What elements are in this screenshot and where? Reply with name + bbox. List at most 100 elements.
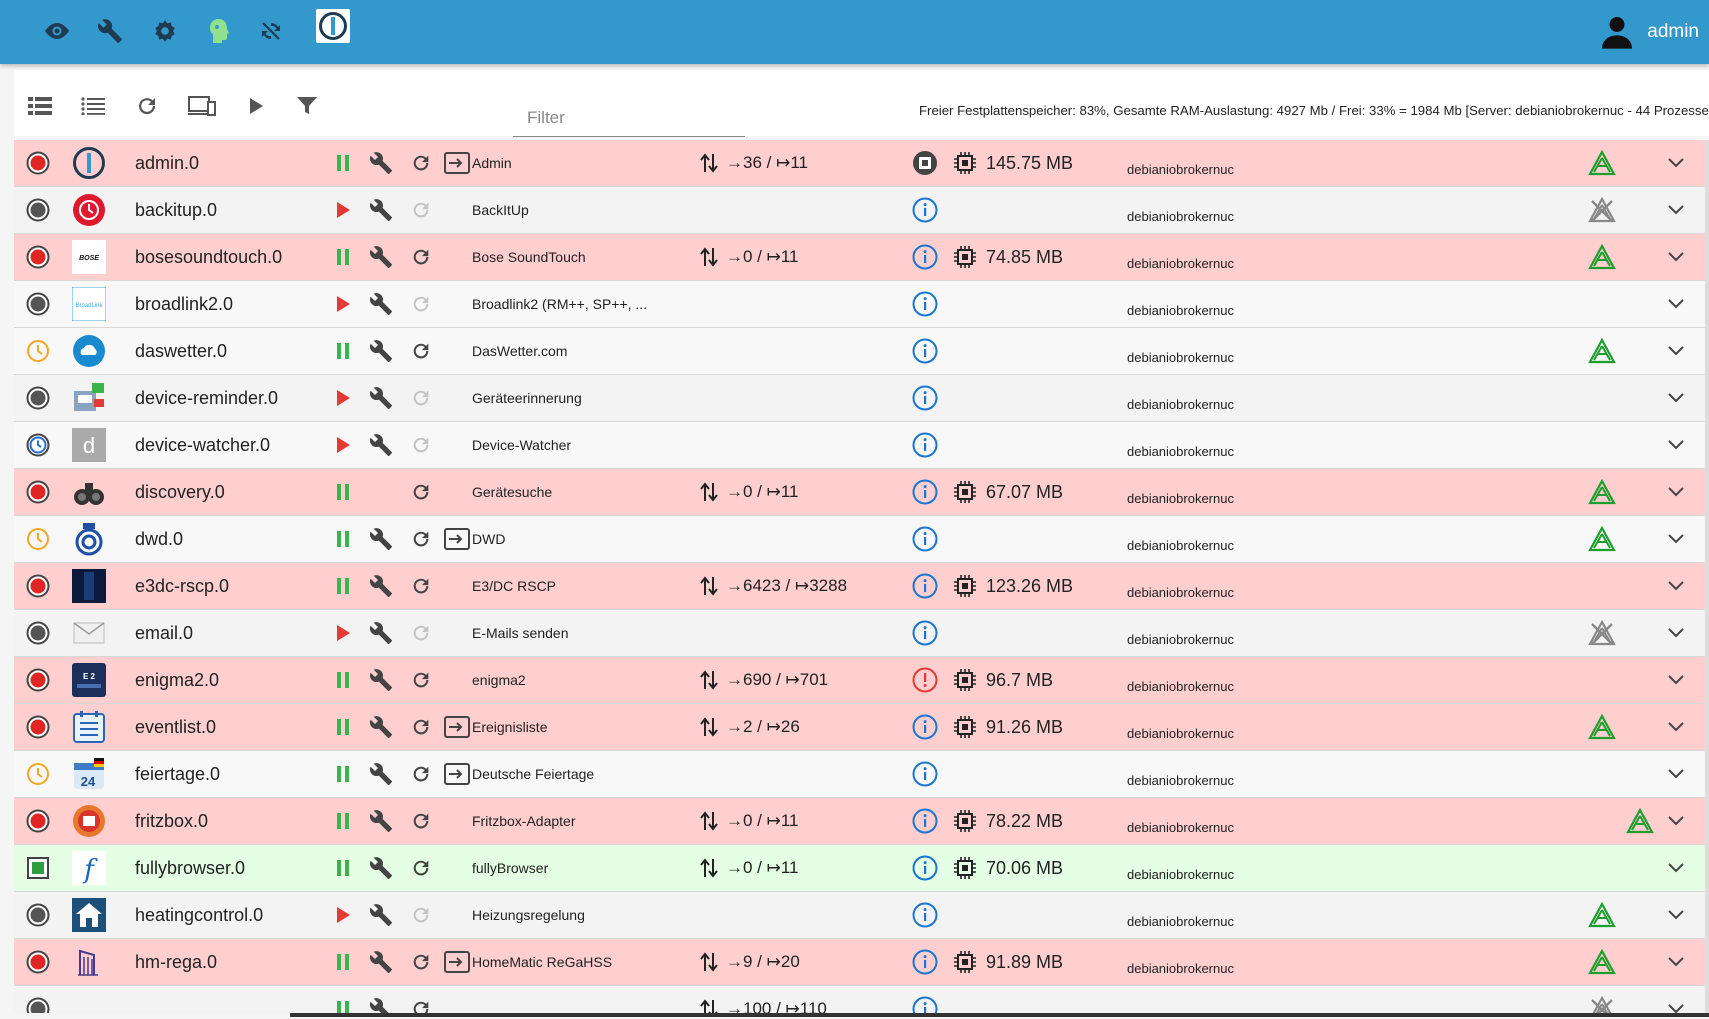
- user-menu[interactable]: admin: [1597, 10, 1699, 54]
- expand-chevron-icon[interactable]: [1661, 281, 1691, 327]
- pause-icon[interactable]: [329, 939, 357, 985]
- expand-chevron-icon[interactable]: [1661, 892, 1691, 938]
- pause-icon[interactable]: [329, 140, 357, 186]
- settings-wrench-icon[interactable]: [366, 798, 396, 844]
- play-icon[interactable]: [329, 187, 357, 233]
- expand-chevron-icon[interactable]: [1661, 328, 1691, 374]
- restart-icon[interactable]: [407, 516, 435, 562]
- expand-chevron-icon[interactable]: [1661, 563, 1691, 609]
- info-icon[interactable]: [910, 986, 940, 1013]
- instance-row[interactable]: email.0 E-Mails senden debianiobrokernuc: [14, 610, 1709, 657]
- horizontal-scrollbar[interactable]: [290, 1013, 1709, 1017]
- instance-row[interactable]: hm-rega.0 HomeMatic ReGaHSS →9 / ↦20 91.89 …: [14, 939, 1709, 986]
- devices-icon[interactable]: [188, 92, 216, 120]
- info-icon[interactable]: [910, 281, 940, 327]
- restart-icon[interactable]: [407, 563, 435, 609]
- scrollbar[interactable]: [1705, 140, 1709, 1013]
- expand-chevron-icon[interactable]: [1661, 610, 1691, 656]
- instance-row[interactable]: f fullybrowser.0 fullyBrowser →0 / ↦11 70.06…: [14, 845, 1709, 892]
- expand-chevron-icon[interactable]: [1661, 751, 1691, 797]
- iobroker-logo[interactable]: [316, 9, 350, 43]
- expand-chevron-icon[interactable]: [1661, 986, 1691, 1013]
- instance-row[interactable]: BroadLink broadlink2.0 Broadlink2 (RM++, S…: [14, 281, 1709, 328]
- info-icon[interactable]: [910, 469, 940, 515]
- info-icon[interactable]: [910, 375, 940, 421]
- pause-icon[interactable]: [329, 469, 357, 515]
- settings-wrench-icon[interactable]: [366, 939, 396, 985]
- instance-row[interactable]: fritzbox.0 Fritzbox-Adapter →0 / ↦11 78.22 …: [14, 798, 1709, 845]
- play-icon[interactable]: [329, 892, 357, 938]
- info-icon[interactable]: [910, 704, 940, 750]
- pause-icon[interactable]: [329, 234, 357, 280]
- expand-chevron-icon[interactable]: [1661, 140, 1691, 186]
- pause-icon[interactable]: [329, 563, 357, 609]
- restart-icon[interactable]: [407, 798, 435, 844]
- info-icon[interactable]: [910, 845, 940, 891]
- settings-wrench-icon[interactable]: [366, 751, 396, 797]
- instance-row[interactable]: heatingcontrol.0 Heizungsregelung debianio…: [14, 892, 1709, 939]
- instance-row[interactable]: d device-watcher.0 Device-Watcher debianiob…: [14, 422, 1709, 469]
- instance-row[interactable]: eventlist.0 Ereignisliste →2 / ↦26 91.26 MB…: [14, 704, 1709, 751]
- filter-input[interactable]: [513, 108, 759, 128]
- settings-wrench-icon[interactable]: [366, 328, 396, 374]
- gear-icon[interactable]: [148, 14, 182, 48]
- settings-wrench-icon[interactable]: [366, 704, 396, 750]
- settings-wrench-icon[interactable]: [366, 563, 396, 609]
- pause-icon[interactable]: [329, 704, 357, 750]
- expand-chevron-icon[interactable]: [1661, 657, 1691, 703]
- cpu-icon[interactable]: [910, 140, 940, 186]
- filter-field[interactable]: [513, 100, 759, 137]
- pause-icon[interactable]: [329, 986, 357, 1013]
- settings-wrench-icon[interactable]: [366, 281, 396, 327]
- expand-chevron-icon[interactable]: [1661, 939, 1691, 985]
- open-web-icon[interactable]: [442, 704, 472, 750]
- info-icon[interactable]: [910, 187, 940, 233]
- instance-row[interactable]: E 2 enigma2.0 enigma2 →690 / ↦701 96.7 MB deb…: [14, 657, 1709, 704]
- settings-wrench-icon[interactable]: [366, 892, 396, 938]
- expand-chevron-icon[interactable]: [1661, 234, 1691, 280]
- play-icon[interactable]: [329, 375, 357, 421]
- pause-icon[interactable]: [329, 798, 357, 844]
- instance-row[interactable]: admin.0 Admin →36 / ↦11 145.75 MB debianiobr…: [14, 140, 1709, 187]
- info-icon[interactable]: [910, 939, 940, 985]
- instance-row[interactable]: device-reminder.0 Geräteerinnerung debiani…: [14, 375, 1709, 422]
- info-icon[interactable]: [910, 516, 940, 562]
- info-icon[interactable]: [910, 798, 940, 844]
- expand-chevron-icon[interactable]: [1661, 516, 1691, 562]
- expand-chevron-icon[interactable]: [1661, 375, 1691, 421]
- expand-chevron-icon[interactable]: [1661, 422, 1691, 468]
- settings-wrench-icon[interactable]: [366, 234, 396, 280]
- expand-chevron-icon[interactable]: [1661, 704, 1691, 750]
- expand-chevron-icon[interactable]: [1661, 798, 1691, 844]
- pause-icon[interactable]: [329, 328, 357, 374]
- pause-icon[interactable]: [329, 657, 357, 703]
- pause-icon[interactable]: [329, 751, 357, 797]
- instance-row[interactable]: 24 feiertage.0 Deutsche Feiertage debianiob…: [14, 751, 1709, 798]
- restart-icon[interactable]: [407, 657, 435, 703]
- settings-wrench-icon[interactable]: [366, 610, 396, 656]
- settings-wrench-icon[interactable]: [366, 986, 396, 1013]
- info-icon[interactable]: [910, 892, 940, 938]
- expand-chevron-icon[interactable]: [1661, 187, 1691, 233]
- settings-wrench-icon[interactable]: [366, 422, 396, 468]
- open-web-icon[interactable]: [442, 751, 472, 797]
- list-view-icon[interactable]: [79, 92, 107, 120]
- info-icon[interactable]: [910, 328, 940, 374]
- settings-wrench-icon[interactable]: [366, 375, 396, 421]
- restart-icon[interactable]: [407, 845, 435, 891]
- info-icon[interactable]: [910, 563, 940, 609]
- play-icon[interactable]: [242, 92, 270, 120]
- pause-icon[interactable]: [329, 845, 357, 891]
- table-view-icon[interactable]: [26, 92, 54, 120]
- expand-chevron-icon[interactable]: [1661, 845, 1691, 891]
- instance-row[interactable]: discovery.0 Gerätesuche →0 / ↦11 67.07 MB de…: [14, 469, 1709, 516]
- info-icon[interactable]: [910, 422, 940, 468]
- settings-wrench-icon[interactable]: [366, 516, 396, 562]
- brain-icon[interactable]: [202, 14, 236, 48]
- instance-row[interactable]: →100 / ↦110: [14, 986, 1709, 1013]
- settings-wrench-icon[interactable]: [366, 187, 396, 233]
- error-icon[interactable]: [910, 657, 940, 703]
- restart-icon[interactable]: [407, 328, 435, 374]
- wrench-icon[interactable]: [93, 14, 127, 48]
- play-icon[interactable]: [329, 422, 357, 468]
